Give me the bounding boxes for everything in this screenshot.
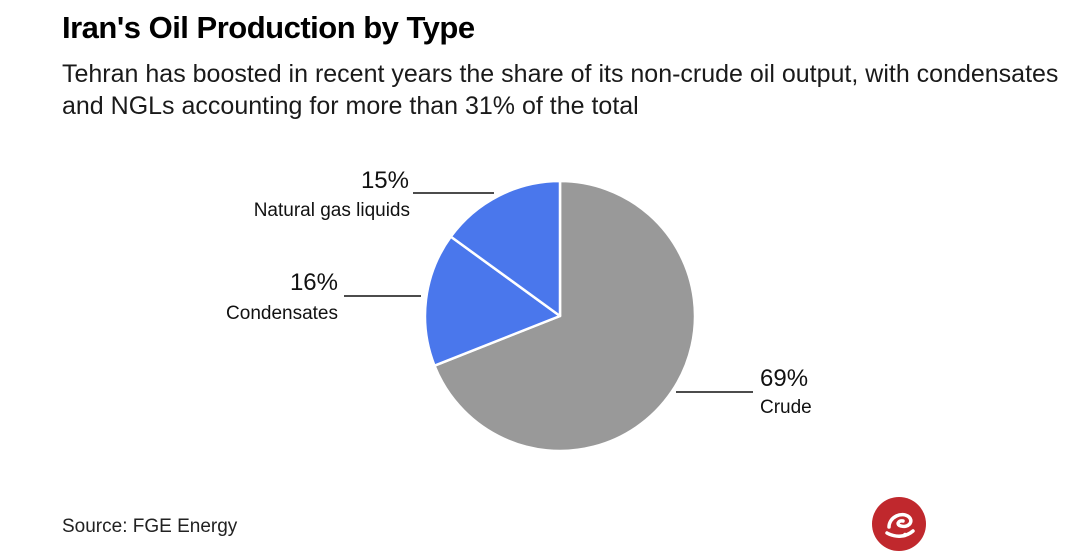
slice-percent-label: 15%	[361, 167, 409, 194]
pie-slice-crude	[433, 179, 697, 453]
slice-category-label: Condensates	[226, 303, 338, 324]
chart-subtitle: Tehran has boosted in recent years the s…	[62, 60, 1059, 120]
slice-percent-label: 69%	[760, 365, 808, 392]
source-note: Source: FGE Energy	[62, 516, 238, 537]
pie-slice-condensates	[423, 235, 562, 367]
slice-category-label: Crude	[760, 397, 812, 418]
slice-category-label: Natural gas liquids	[254, 200, 410, 221]
slice-percent-label: 16%	[290, 269, 338, 296]
pie-labels: 69% Crude 16% Condensates 15% Natural gas liq…	[226, 167, 812, 418]
pie-slice-natural-gas-liquids	[449, 179, 562, 318]
logo-icon	[872, 497, 926, 551]
chart-title: Iran's Oil Production by Type	[62, 10, 475, 45]
pie-slices	[423, 179, 697, 453]
